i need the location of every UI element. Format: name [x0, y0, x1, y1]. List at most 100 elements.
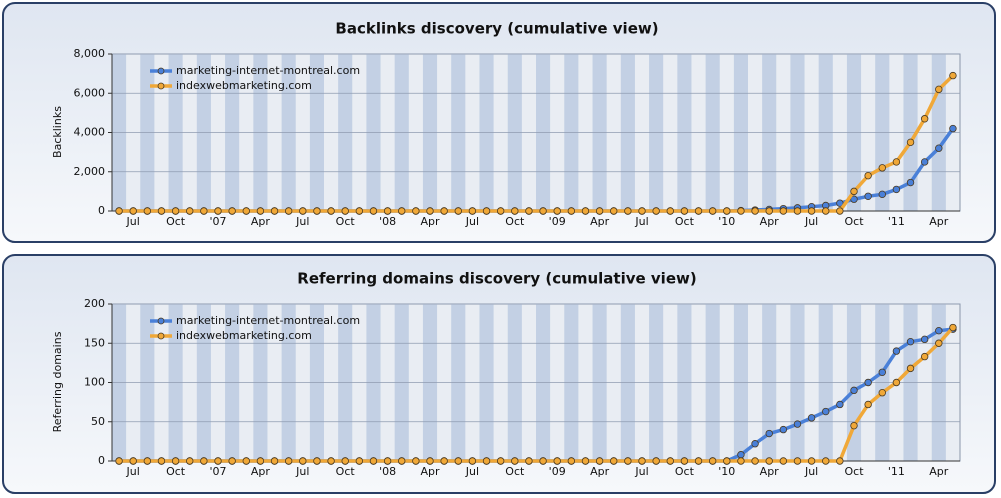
y-tick-label: 0	[98, 454, 105, 467]
point	[398, 207, 406, 215]
point	[143, 457, 152, 465]
point	[864, 171, 872, 180]
x-tick-label: Apr	[251, 465, 271, 478]
y-tick-label: 50	[91, 415, 105, 428]
point	[779, 207, 788, 215]
point	[426, 457, 434, 465]
point	[638, 457, 646, 465]
point	[751, 457, 759, 465]
point	[200, 207, 208, 215]
point	[878, 368, 886, 376]
point	[567, 457, 576, 465]
point	[864, 378, 872, 387]
y-tick-label: 0	[98, 204, 105, 217]
legend-marker	[157, 67, 165, 75]
point	[171, 207, 180, 215]
point	[892, 378, 901, 387]
point	[468, 457, 477, 465]
point	[511, 457, 519, 465]
point	[765, 429, 773, 438]
point	[920, 115, 929, 123]
point	[723, 207, 731, 215]
x-tick-label: Oct	[166, 465, 186, 478]
legend-label: indexwebmarketing.com	[176, 329, 312, 342]
x-tick-label: Apr	[760, 215, 780, 228]
point	[836, 199, 844, 207]
legend-marker	[157, 82, 165, 90]
point	[581, 457, 590, 465]
point	[157, 207, 166, 215]
point	[906, 337, 915, 346]
point	[680, 207, 689, 215]
x-tick-label: Jul	[465, 215, 479, 228]
point	[454, 457, 462, 465]
x-tick-label: '08	[379, 215, 396, 228]
x-tick-label: '07	[209, 465, 226, 478]
point	[256, 457, 265, 465]
point	[935, 339, 943, 347]
point	[412, 457, 420, 465]
x-tick-label: Apr	[929, 215, 949, 228]
point	[242, 207, 250, 215]
point	[525, 457, 533, 465]
point	[822, 407, 830, 416]
point	[892, 158, 901, 166]
legend-marker	[157, 317, 165, 325]
y-axis-label: Referring domains	[51, 331, 64, 432]
chart-title: Backlinks discovery (cumulative view)	[335, 20, 658, 38]
point	[595, 207, 604, 215]
point	[751, 440, 759, 448]
point	[807, 207, 816, 215]
x-tick-label: Apr	[420, 465, 440, 478]
point	[638, 207, 646, 215]
point	[595, 457, 604, 465]
point	[850, 195, 858, 203]
point	[284, 207, 293, 215]
point	[539, 207, 547, 215]
point	[737, 207, 745, 215]
point	[539, 457, 547, 465]
x-tick-label: Apr	[251, 215, 271, 228]
point	[850, 421, 858, 430]
point	[836, 400, 844, 409]
point	[186, 207, 194, 215]
y-axis-label: Backlinks	[51, 106, 64, 158]
x-tick-label: Oct	[844, 465, 864, 478]
point	[807, 457, 816, 465]
point	[765, 207, 773, 215]
x-tick-label: Jul	[126, 215, 140, 228]
point	[228, 207, 236, 215]
point	[327, 207, 335, 215]
point	[878, 164, 886, 172]
point	[906, 178, 915, 187]
point	[115, 207, 123, 215]
point	[383, 457, 392, 465]
point	[920, 352, 929, 361]
point	[878, 389, 886, 397]
point	[525, 207, 533, 215]
x-tick-label: Oct	[675, 215, 695, 228]
point	[468, 207, 477, 215]
point	[708, 457, 717, 465]
x-tick-label: Jul	[295, 465, 309, 478]
x-tick-label: Oct	[675, 465, 695, 478]
point	[214, 457, 222, 465]
x-tick-label: '07	[209, 215, 226, 228]
y-tick-label: 4,000	[74, 126, 106, 139]
x-tick-label: Apr	[929, 465, 949, 478]
legend-label: indexwebmarketing.com	[176, 79, 312, 92]
x-tick-label: Jul	[295, 215, 309, 228]
point	[129, 457, 137, 465]
legend-label: marketing-internet-montreal.com	[176, 64, 360, 77]
x-tick-label: Apr	[590, 215, 610, 228]
point	[892, 347, 901, 355]
point	[270, 457, 279, 465]
point	[143, 207, 152, 215]
point	[652, 457, 660, 465]
point	[284, 457, 293, 465]
x-tick-label: Apr	[760, 465, 780, 478]
point	[369, 457, 378, 465]
point	[822, 457, 830, 465]
x-tick-label: Oct	[505, 465, 525, 478]
point	[383, 207, 392, 215]
